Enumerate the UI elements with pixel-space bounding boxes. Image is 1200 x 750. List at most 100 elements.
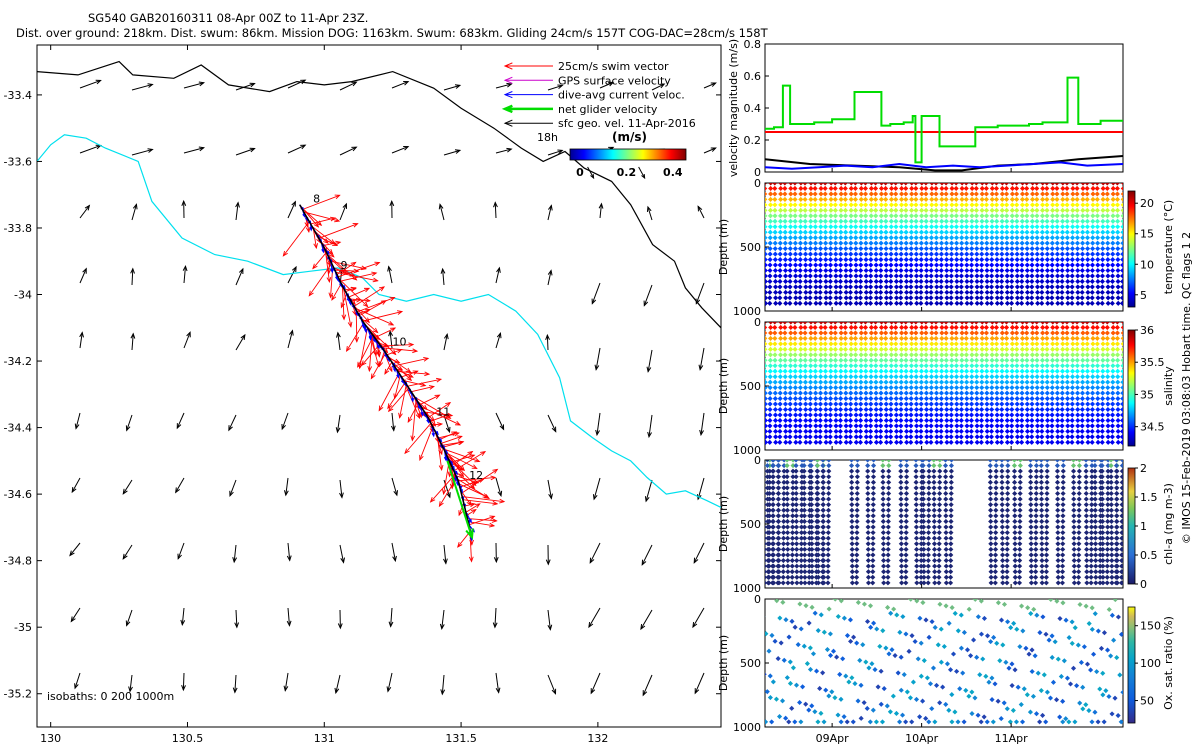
profile-point (837, 423, 843, 429)
profile-point (843, 289, 849, 295)
profile-point (989, 213, 995, 219)
profile-point (1009, 396, 1015, 402)
profile-point (1095, 284, 1101, 290)
profile-point (1029, 417, 1035, 423)
profile-point (858, 385, 864, 391)
profile-point (1029, 401, 1035, 407)
swim-vector (462, 496, 506, 504)
profile-point (948, 417, 954, 423)
profile-point (989, 324, 995, 331)
profile-point (1089, 289, 1095, 295)
profile-point (1014, 396, 1020, 402)
profile-point (857, 428, 864, 434)
profile-point (843, 295, 849, 301)
profile-point (767, 218, 773, 224)
profile-point (1105, 423, 1111, 429)
profile-point (843, 434, 849, 440)
profile-point (883, 363, 889, 369)
profile-point (1085, 423, 1091, 429)
profile-point (842, 185, 848, 192)
profile-point (994, 434, 1000, 440)
profile-point (1090, 196, 1096, 202)
profile-point (1105, 412, 1111, 418)
profile-point (1090, 322, 1096, 325)
profile-point (1054, 207, 1060, 213)
profile-point (1009, 417, 1015, 423)
profile-point (778, 185, 784, 192)
profile-point (797, 235, 804, 241)
profile-point (837, 284, 843, 290)
profile-point (828, 346, 834, 352)
sfc-velocity-arrow (547, 269, 553, 286)
profile-point (994, 284, 1000, 290)
profile-point (943, 235, 949, 241)
profile-point (1070, 191, 1076, 197)
profile-point (878, 412, 884, 418)
swim-vector (352, 304, 370, 324)
profile-point (858, 240, 864, 246)
swim-vector (340, 293, 348, 309)
profile-point (1115, 401, 1121, 407)
profile-point (868, 324, 874, 331)
profile-point (1080, 185, 1086, 192)
profile-point (807, 267, 813, 274)
profile-point (1019, 185, 1026, 192)
profile-point (974, 357, 980, 363)
profile-point (923, 368, 929, 374)
swim-vector (342, 287, 353, 328)
profile-point (1114, 191, 1120, 197)
colorbar-tick-label: 0.4 (663, 166, 683, 179)
profile-point (984, 385, 990, 391)
profile-point (898, 434, 904, 440)
profile-point (1075, 278, 1081, 284)
sfc-velocity-arrow (175, 477, 185, 494)
profile-point (933, 202, 939, 208)
profile-point (812, 196, 818, 202)
profile-point (953, 363, 959, 369)
profile-point (873, 423, 879, 429)
profile-point (1044, 278, 1051, 284)
profile-point (772, 284, 779, 290)
profile-point (959, 330, 965, 336)
profile-point (1084, 341, 1090, 347)
profile-point (1105, 273, 1111, 279)
profile-point (1110, 257, 1116, 263)
profile-point (803, 423, 809, 429)
profile-point (893, 240, 899, 246)
profile-point (1074, 213, 1080, 219)
profile-point (959, 357, 965, 363)
sfc-velocity-arrow (130, 332, 136, 351)
profile-point (1074, 229, 1080, 235)
profile-point (913, 185, 919, 192)
profile-point (797, 390, 803, 396)
profile-point (1079, 262, 1085, 268)
profile-point (918, 251, 924, 257)
profile-point (858, 417, 864, 423)
profile-point (1090, 240, 1096, 246)
sfc-velocity-arrow (391, 145, 410, 154)
profile-point (908, 396, 914, 402)
profile-point (873, 257, 879, 263)
profile-point (1034, 335, 1040, 341)
profile-point (903, 363, 909, 369)
profile-point (979, 185, 985, 192)
profile-point (1054, 196, 1060, 202)
profile-point (974, 289, 980, 295)
profile-point (1079, 401, 1085, 407)
profile-point (1014, 357, 1020, 363)
profile-point (1065, 417, 1071, 423)
profile-point (903, 324, 909, 331)
profile-point (1054, 202, 1060, 208)
sfc-velocity-arrow (339, 544, 346, 564)
profile-point (883, 322, 889, 325)
profile-point (818, 185, 824, 192)
profile-point (1090, 346, 1096, 352)
profile-point (1109, 412, 1116, 418)
profile-point (848, 363, 854, 369)
profile-point (1060, 191, 1066, 197)
swim-vector (465, 503, 481, 513)
profile-point (1064, 324, 1070, 331)
profile-point (1095, 428, 1101, 434)
profile-point (1110, 330, 1116, 336)
profile-point (878, 341, 884, 347)
